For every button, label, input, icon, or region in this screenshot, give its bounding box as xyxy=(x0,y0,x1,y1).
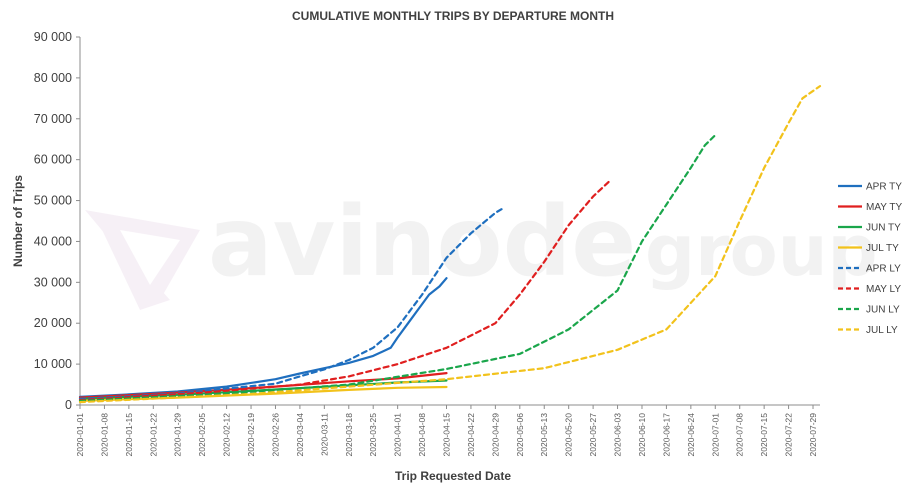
y-tick-label: 80 000 xyxy=(34,71,72,85)
x-tick-label: 2020-04-15 xyxy=(442,413,452,457)
legend-entry: JUN TY xyxy=(866,223,901,234)
y-ticks: 0 10 000 20 000 30 000 40 000 50 000 60 000 70 … xyxy=(34,30,80,412)
x-tick-label: 2020-06-03 xyxy=(613,413,623,457)
x-tick-label: 2020-07-08 xyxy=(735,413,745,457)
x-tick-label: 2020-03-04 xyxy=(295,413,305,457)
x-tick-label: 2020-01-29 xyxy=(173,413,183,457)
legend-entry: JUL TY xyxy=(866,243,899,254)
y-tick-label: 30 000 xyxy=(34,275,72,289)
x-tick-label: 2020-05-27 xyxy=(588,413,598,457)
x-tick-label: 2020-04-22 xyxy=(466,413,476,457)
chart-title: CUMULATIVE MONTHLY TRIPS BY DEPARTURE MO… xyxy=(292,9,614,23)
x-ticks: 2020-01-01 2020-01-08 2020-01-15 2020-01-22… xyxy=(75,405,818,456)
y-tick-label: 90 000 xyxy=(34,30,72,44)
series-line-jul-ly xyxy=(78,84,822,404)
y-tick-label: 40 000 xyxy=(34,234,72,248)
x-tick-label: 2020-06-24 xyxy=(686,413,696,457)
x-tick-label: 2020-03-18 xyxy=(344,413,354,457)
y-tick-label: 60 000 xyxy=(34,153,72,167)
x-tick-label: 2020-04-08 xyxy=(417,413,427,457)
x-tick-label: 2020-04-29 xyxy=(490,413,500,457)
x-tick-label: 2020-06-10 xyxy=(637,413,647,457)
legend: APR TY MAY TY JUN TY JUL TY APR LY MAY LY JUN … xyxy=(838,182,902,336)
y-axis-label: Number of Trips xyxy=(11,175,25,267)
y-tick-label: 20 000 xyxy=(34,316,72,330)
x-tick-label: 2020-07-22 xyxy=(784,413,794,457)
watermark: avinode group xyxy=(85,186,878,310)
x-tick-label: 2020-03-11 xyxy=(319,413,329,456)
legend-entry: MAY LY xyxy=(866,284,901,295)
y-tick-label: 70 000 xyxy=(34,112,72,126)
y-tick-label: 50 000 xyxy=(34,194,72,208)
x-tick-label: 2020-02-26 xyxy=(270,413,280,457)
x-tick-label: 2020-05-13 xyxy=(539,413,549,457)
series-line-jun-ly xyxy=(78,134,717,402)
x-tick-label: 2020-07-01 xyxy=(710,413,720,457)
series-line-may-ly xyxy=(78,179,612,402)
legend-entry: JUL LY xyxy=(866,325,898,336)
x-tick-label: 2020-03-25 xyxy=(368,413,378,457)
y-tick-label: 0 xyxy=(65,398,72,412)
y-tick-label: 10 000 xyxy=(34,357,72,371)
x-tick-label: 2020-07-15 xyxy=(759,413,769,457)
x-axis-label: Trip Requested Date xyxy=(395,469,511,483)
series-lines xyxy=(78,84,822,404)
axes xyxy=(79,37,820,406)
x-tick-label: 2020-05-20 xyxy=(564,413,574,457)
x-tick-label: 2020-02-12 xyxy=(222,413,232,457)
legend-entry: JUN LY xyxy=(866,305,900,316)
x-tick-label: 2020-01-22 xyxy=(148,413,158,457)
x-tick-label: 2020-01-08 xyxy=(99,413,109,457)
x-tick-label: 2020-02-05 xyxy=(197,413,207,457)
x-tick-label: 2020-07-29 xyxy=(808,413,818,457)
watermark-suffix: group xyxy=(645,210,878,292)
x-tick-label: 2020-01-01 xyxy=(75,413,85,457)
legend-entry: APR TY xyxy=(866,182,902,193)
legend-entry: MAY TY xyxy=(866,202,902,213)
legend-entry: APR LY xyxy=(866,264,901,275)
watermark-brand: avinode xyxy=(208,186,636,298)
watermark-logo-icon xyxy=(85,210,200,310)
x-tick-label: 2020-05-06 xyxy=(515,413,525,457)
x-tick-label: 2020-02-19 xyxy=(246,413,256,457)
series-line-apr-ly xyxy=(78,207,504,400)
x-tick-label: 2020-06-17 xyxy=(661,413,671,457)
x-tick-label: 2020-04-01 xyxy=(393,413,403,457)
x-tick-label: 2020-01-15 xyxy=(124,413,134,457)
series-line-apr-ty xyxy=(78,277,448,398)
